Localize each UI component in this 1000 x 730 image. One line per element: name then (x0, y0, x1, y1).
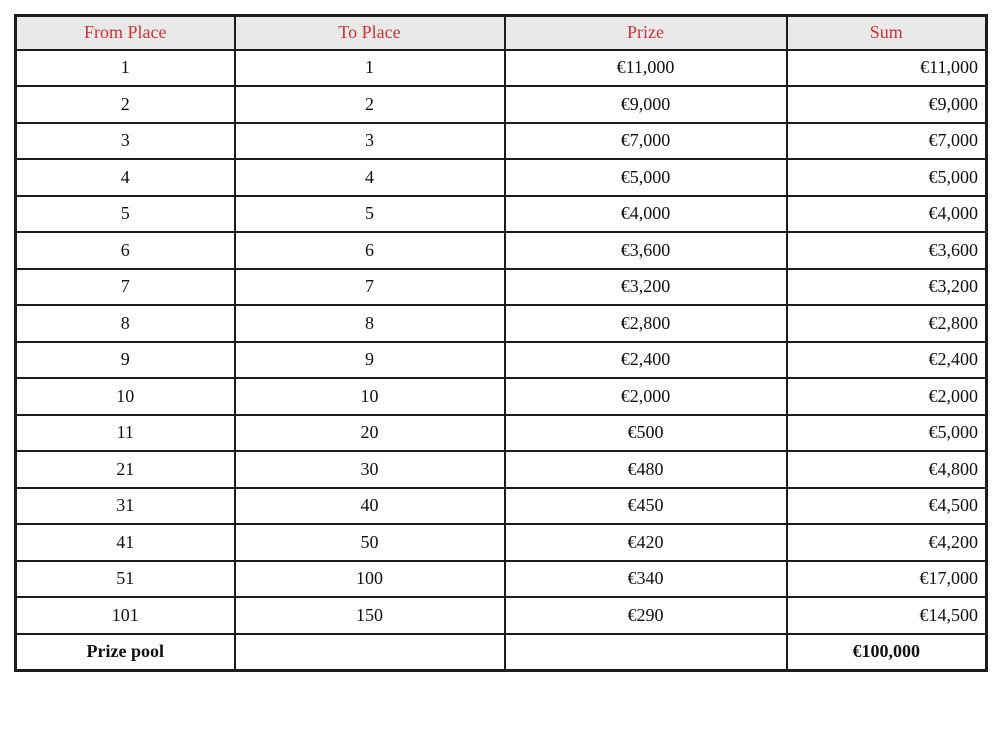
cell-sum: €3,200 (785, 267, 988, 306)
cell-prize: €450 (503, 486, 788, 525)
footer-empty-cell (233, 632, 506, 671)
cell-to-place: 50 (233, 523, 506, 562)
cell-sum: €4,500 (785, 486, 988, 525)
cell-to-place: 1 (233, 48, 506, 87)
cell-sum: €7,000 (785, 121, 988, 160)
cell-sum: €14,500 (785, 596, 988, 635)
prize-pool-label: Prize pool (14, 632, 236, 671)
col-header-prize: Prize (503, 14, 788, 51)
cell-prize: €3,200 (503, 267, 788, 306)
table-row: 9 9 €2,400 €2,400 (14, 340, 988, 379)
cell-sum: €5,000 (785, 158, 988, 197)
cell-sum: €9,000 (785, 85, 988, 124)
cell-from-place: 101 (14, 596, 236, 635)
cell-from-place: 6 (14, 231, 236, 270)
cell-sum: €2,800 (785, 304, 988, 343)
table-row: 7 7 €3,200 €3,200 (14, 267, 988, 306)
table-row: 5 5 €4,000 €4,000 (14, 194, 988, 233)
table-row: 31 40 €450 €4,500 (14, 486, 988, 525)
col-header-to-place: To Place (233, 14, 506, 51)
cell-prize: €500 (503, 413, 788, 452)
table-row: 41 50 €420 €4,200 (14, 523, 988, 562)
footer-empty-cell (503, 632, 788, 671)
cell-from-place: 31 (14, 486, 236, 525)
table-row: 4 4 €5,000 €5,000 (14, 158, 988, 197)
cell-sum: €11,000 (785, 48, 988, 87)
cell-to-place: 3 (233, 121, 506, 160)
cell-prize: €290 (503, 596, 788, 635)
cell-from-place: 7 (14, 267, 236, 306)
cell-to-place: 20 (233, 413, 506, 452)
cell-to-place: 4 (233, 158, 506, 197)
cell-sum: €17,000 (785, 559, 988, 598)
cell-prize: €480 (503, 450, 788, 489)
cell-to-place: 7 (233, 267, 506, 306)
col-header-from-place: From Place (14, 14, 236, 51)
cell-from-place: 5 (14, 194, 236, 233)
table-row: 101 150 €290 €14,500 (14, 596, 988, 635)
cell-from-place: 10 (14, 377, 236, 416)
table-footer: Prize pool €100,000 (14, 632, 988, 671)
cell-to-place: 150 (233, 596, 506, 635)
cell-to-place: 2 (233, 85, 506, 124)
cell-from-place: 41 (14, 523, 236, 562)
table-row: 6 6 €3,600 €3,600 (14, 231, 988, 270)
table-row: 11 20 €500 €5,000 (14, 413, 988, 452)
cell-to-place: 5 (233, 194, 506, 233)
cell-sum: €2,400 (785, 340, 988, 379)
cell-from-place: 4 (14, 158, 236, 197)
col-header-sum: Sum (785, 14, 988, 51)
table-header: From Place To Place Prize Sum (14, 14, 988, 51)
cell-to-place: 30 (233, 450, 506, 489)
cell-prize: €4,000 (503, 194, 788, 233)
table-row: 1 1 €11,000 €11,000 (14, 48, 988, 87)
cell-sum: €4,800 (785, 450, 988, 489)
cell-from-place: 3 (14, 121, 236, 160)
cell-sum: €3,600 (785, 231, 988, 270)
cell-from-place: 2 (14, 85, 236, 124)
header-row: From Place To Place Prize Sum (14, 14, 988, 51)
cell-to-place: 9 (233, 340, 506, 379)
cell-to-place: 6 (233, 231, 506, 270)
cell-from-place: 11 (14, 413, 236, 452)
cell-prize: €3,600 (503, 231, 788, 270)
cell-from-place: 8 (14, 304, 236, 343)
cell-to-place: 10 (233, 377, 506, 416)
table-row: 2 2 €9,000 €9,000 (14, 85, 988, 124)
cell-to-place: 100 (233, 559, 506, 598)
table-row: 51 100 €340 €17,000 (14, 559, 988, 598)
cell-to-place: 40 (233, 486, 506, 525)
cell-sum: €2,000 (785, 377, 988, 416)
cell-prize: €5,000 (503, 158, 788, 197)
cell-from-place: 21 (14, 450, 236, 489)
cell-prize: €9,000 (503, 85, 788, 124)
table-row: 21 30 €480 €4,800 (14, 450, 988, 489)
footer-row: Prize pool €100,000 (14, 632, 988, 671)
cell-sum: €4,200 (785, 523, 988, 562)
table-row: 8 8 €2,800 €2,800 (14, 304, 988, 343)
table-body: 1 1 €11,000 €11,000 2 2 €9,000 €9,000 3 3 €7,000 €7… (14, 48, 988, 635)
table-row: 10 10 €2,000 €2,000 (14, 377, 988, 416)
cell-from-place: 1 (14, 48, 236, 87)
cell-prize: €420 (503, 523, 788, 562)
cell-from-place: 9 (14, 340, 236, 379)
cell-from-place: 51 (14, 559, 236, 598)
cell-prize: €2,400 (503, 340, 788, 379)
cell-prize: €340 (503, 559, 788, 598)
prize-pool-total: €100,000 (785, 632, 988, 671)
cell-prize: €11,000 (503, 48, 788, 87)
cell-prize: €7,000 (503, 121, 788, 160)
prize-distribution-table: From Place To Place Prize Sum 1 1 €11,000 €… (14, 14, 988, 672)
cell-prize: €2,800 (503, 304, 788, 343)
cell-prize: €2,000 (503, 377, 788, 416)
table-row: 3 3 €7,000 €7,000 (14, 121, 988, 160)
cell-sum: €5,000 (785, 413, 988, 452)
cell-to-place: 8 (233, 304, 506, 343)
cell-sum: €4,000 (785, 194, 988, 233)
